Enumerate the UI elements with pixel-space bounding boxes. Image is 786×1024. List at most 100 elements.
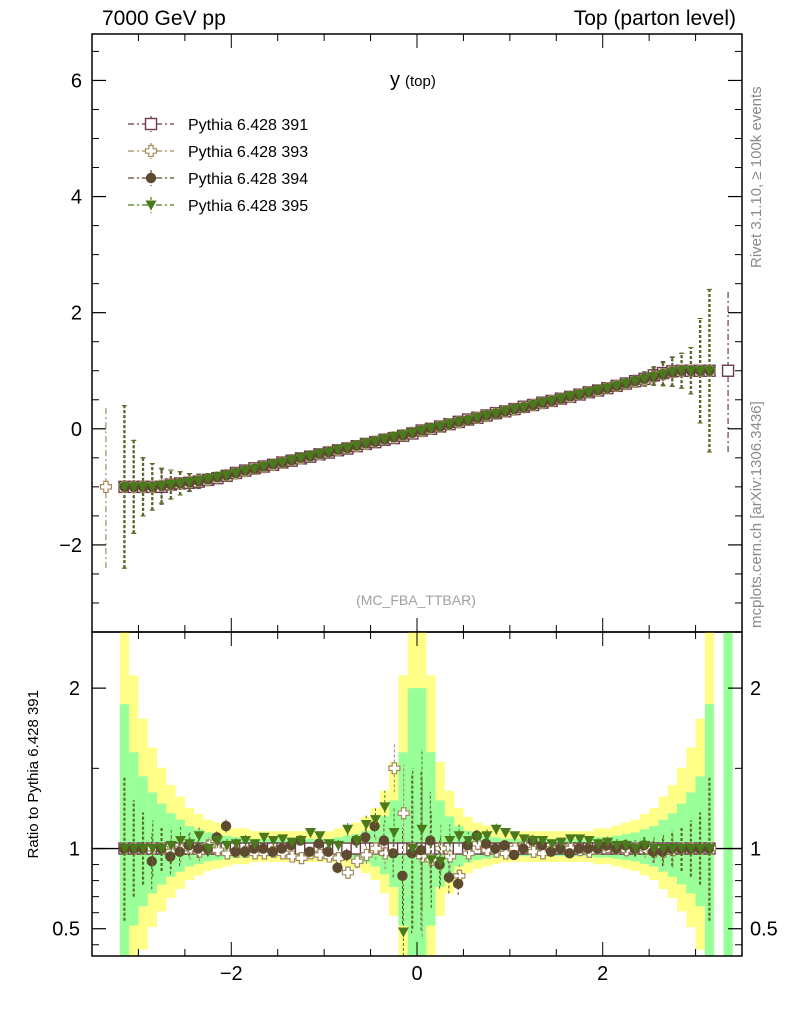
ratio-point-395 (648, 844, 660, 855)
data-point-395 (332, 445, 344, 456)
ratio-point-393 (351, 855, 364, 868)
data-point-395 (341, 443, 353, 454)
ratio-point-395 (258, 832, 270, 843)
ratio-point-395 (295, 836, 307, 847)
data-point-395 (258, 462, 270, 473)
data-point-395 (249, 464, 260, 475)
data-point-395 (499, 406, 511, 417)
ratio-y-tick-label-left: 0.5 (52, 919, 80, 941)
y-tick-label: 0 (71, 419, 82, 441)
ratio-point-395 (537, 836, 549, 847)
ratio-point-395 (667, 844, 679, 855)
ratio-point-394 (452, 878, 464, 890)
x-tick-label: 2 (597, 963, 608, 985)
ratio-point-395 (212, 836, 224, 847)
ratio-point-394 (239, 846, 250, 857)
data-point-395 (546, 396, 558, 407)
ratio-point-395 (267, 836, 279, 847)
data-point-395 (481, 410, 493, 421)
ratio-point-394 (480, 838, 492, 849)
ratio-point-395 (175, 836, 187, 847)
data-point-395 (611, 381, 623, 392)
ratio-point-395 (555, 837, 567, 848)
legend-label: Pythia 6.428 395 (188, 198, 308, 215)
ratio-point-395 (240, 836, 252, 847)
ratio-point-394 (332, 862, 343, 873)
ratio-point-394 (564, 848, 575, 859)
ratio-point-395 (518, 834, 530, 845)
data-point-395 (379, 434, 390, 445)
ratio-point-395 (249, 839, 261, 850)
ratio-point-393 (286, 850, 299, 863)
data-point-395 (694, 366, 706, 377)
data-point-395 (666, 367, 678, 378)
ratio-point-393 (397, 807, 410, 820)
data-point-395 (369, 437, 381, 448)
ratio-point-395 (695, 844, 707, 855)
data-point-395 (434, 421, 446, 432)
data-point-395 (583, 387, 595, 398)
data-point-395 (509, 404, 520, 415)
legend-marker (145, 172, 157, 184)
data-point-395 (239, 466, 251, 477)
ratio-point-395 (128, 844, 140, 855)
ratio-point-394 (499, 840, 510, 851)
ratio-point-394 (304, 846, 315, 857)
ratio-point-395 (332, 840, 344, 851)
data-point-395 (174, 478, 186, 489)
data-point-395 (601, 383, 613, 394)
ratio-point-395 (286, 837, 298, 848)
data-point-395 (193, 476, 205, 487)
ratio-point-394 (322, 846, 334, 857)
data-point-395 (295, 453, 307, 464)
ratio-point-394 (545, 846, 557, 857)
ratio-point-394 (582, 843, 594, 854)
ratio-point-395 (527, 836, 539, 847)
data-point-395 (471, 413, 483, 424)
uncertainty-band-edge (723, 632, 733, 956)
data-point-395 (564, 391, 576, 402)
plot-title-main: y (390, 69, 400, 91)
y-tick-label: −2 (59, 535, 82, 557)
ratio-point-394 (387, 848, 399, 859)
legend-marker (144, 144, 158, 158)
data-point-395 (314, 449, 325, 460)
ratio-point-395 (397, 927, 409, 938)
data-point-395 (267, 459, 279, 470)
uncertainty-band-inner (138, 776, 148, 907)
data-point-395 (323, 447, 335, 458)
ratio-point-395 (193, 831, 205, 842)
edge-data-point (721, 364, 735, 377)
ratio-point-394 (415, 844, 427, 856)
ratio-point-395 (230, 839, 242, 850)
ratio-point-395 (425, 855, 437, 866)
ratio-point-395 (611, 840, 623, 851)
data-point-395 (276, 457, 288, 468)
ratio-point-395 (704, 844, 716, 855)
ratio-point-395 (657, 844, 669, 855)
data-point-395 (555, 394, 567, 405)
ratio-panel: 0.5 0.5 1 1 2 2 −2 0 2 Ratio to Pythia 6.428 391 (25, 631, 778, 985)
header-observable: Top (parton level) (573, 7, 736, 30)
data-point-395 (444, 419, 455, 430)
ratio-point-395 (462, 836, 474, 847)
data-point-395 (397, 430, 409, 441)
data-point-395 (620, 379, 632, 390)
ratio-y-tick-label-right: 1 (750, 839, 761, 861)
ratio-point-395 (509, 831, 521, 842)
data-point-395 (518, 402, 530, 413)
data-point-395 (657, 369, 669, 380)
legend-label: Pythia 6.428 393 (188, 144, 308, 161)
ratio-point-394 (257, 843, 269, 854)
ratio-point-393 (295, 852, 308, 865)
data-point-395 (360, 438, 372, 449)
data-point-395 (119, 482, 130, 493)
data-point-395 (304, 451, 316, 462)
ratio-point-394 (313, 838, 325, 849)
analysis-watermark: (MC_FBA_TTBAR) (356, 592, 476, 608)
ratio-point-394 (443, 872, 455, 883)
data-point-395 (286, 455, 298, 466)
ratio-point-394 (165, 851, 176, 862)
ratio-point-393 (536, 847, 550, 860)
